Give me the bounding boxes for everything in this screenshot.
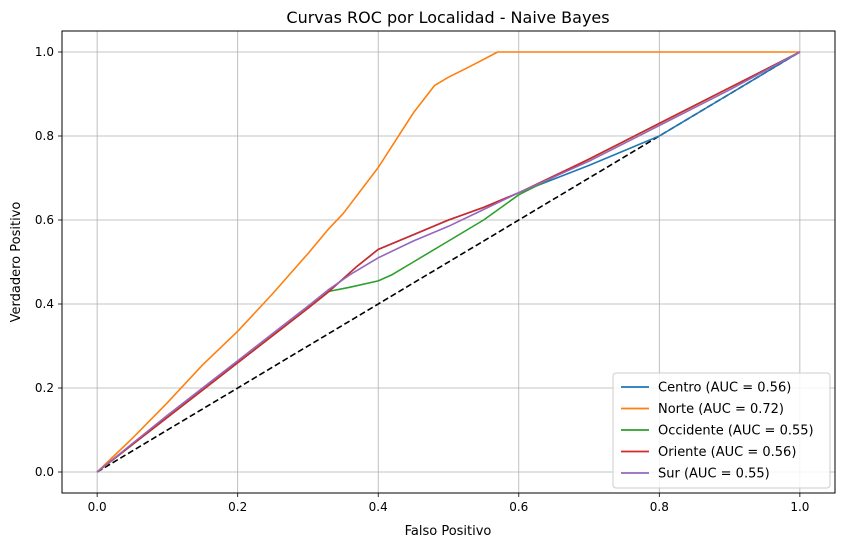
chart-title: Curvas ROC por Localidad - Naive Bayes — [286, 8, 609, 27]
legend: Centro (AUC = 0.56) Norte (AUC = 0.72) Occ… — [612, 372, 831, 489]
y-tick-label: 0.6 — [35, 213, 54, 227]
series-line-oriente — [96, 51, 801, 473]
x-tick-label: 0.0 — [88, 500, 107, 514]
x-tick-label: 0.2 — [228, 500, 247, 514]
series-line-sur — [96, 51, 801, 473]
legend-label-norte: Norte (AUC = 0.72) — [658, 402, 784, 417]
y-tick-label: 0.2 — [35, 381, 54, 395]
x-tick-label: 0.8 — [650, 500, 669, 514]
legend-box — [612, 372, 831, 489]
y-axis-ticks: 0.0 0.2 0.4 0.6 0.8 1.0 — [35, 45, 62, 479]
legend-label-centro: Centro (AUC = 0.56) — [658, 381, 791, 396]
legend-label-occidente: Occidente (AUC = 0.55) — [658, 424, 814, 439]
diagonal-reference-line — [96, 51, 801, 473]
y-tick-label: 1.0 — [35, 45, 54, 59]
plot-frame — [61, 30, 836, 494]
x-axis-title: Falso Positivo — [405, 524, 492, 539]
legend-label-oriente: Oriente (AUC = 0.56) — [658, 445, 796, 460]
x-tick-label: 1.0 — [790, 500, 809, 514]
y-tick-label: 0.4 — [35, 297, 54, 311]
legend-label-sur: Sur (AUC = 0.55) — [658, 467, 770, 482]
series-line-norte — [96, 51, 800, 473]
y-tick-label: 0.0 — [35, 465, 54, 479]
x-tick-label: 0.6 — [509, 500, 528, 514]
x-tick-label: 0.4 — [369, 500, 388, 514]
series-group — [96, 51, 801, 473]
reference-line-group — [96, 51, 801, 473]
y-tick-label: 0.8 — [35, 129, 54, 143]
y-axis-title: Verdadero Positivo — [9, 202, 24, 323]
x-axis-ticks: 0.0 0.2 0.4 0.6 0.8 1.0 — [88, 493, 809, 514]
